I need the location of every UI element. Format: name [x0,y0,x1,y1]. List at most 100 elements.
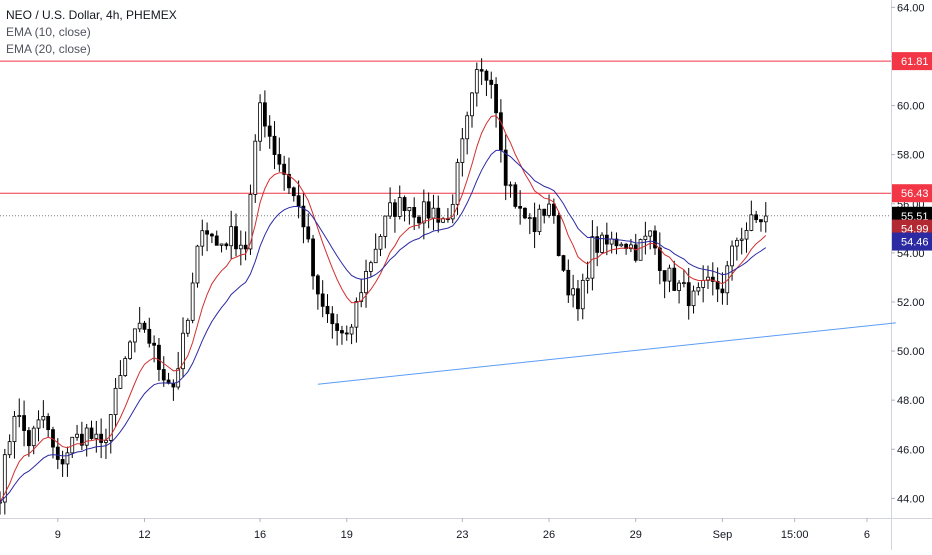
candle-body [648,230,653,237]
candle-body [412,207,417,218]
candle-body [12,415,17,443]
candle-body [7,441,12,456]
price-tag-label: 56.43 [901,188,929,200]
y-tick-label: 48.00 [897,395,925,407]
candle-body [157,344,161,370]
candle-body [407,207,412,212]
candle-body [629,244,633,250]
candle-body [561,255,566,271]
candle-body [532,217,537,233]
candle-body [142,322,147,330]
candle-body [614,238,619,247]
candle-body [315,275,320,295]
candle-body [65,452,70,465]
candle-body [542,208,547,216]
price-tag: 56.43 [892,184,932,203]
candle-body [104,440,108,443]
chart-legend: NEO / U.S. Dollar, 4h, PHEMEX EMA (10, c… [6,7,177,58]
y-tick-label: 54.00 [897,248,925,260]
candle-body [609,238,614,245]
y-tick-label: 52.00 [897,297,925,309]
y-tick-label: 58.00 [897,150,925,162]
candle-body [282,163,287,175]
candle-body [638,239,643,261]
candle-body [205,230,209,235]
candle-body [113,387,118,416]
candle-body [272,135,277,155]
candle-body [36,419,41,429]
price-tag-box [892,184,932,203]
candle-body [749,214,754,231]
y-tick-label: 60.00 [897,101,925,113]
candle-body [474,69,479,94]
y-tick-label: 44.00 [897,493,925,505]
candle-body [22,415,26,431]
candle-body [248,194,253,250]
candle-body [503,149,508,186]
candle-body [190,282,195,321]
candle-body [677,282,681,291]
candle-body [667,267,672,282]
candle-body [128,341,132,359]
candle-body [551,203,556,216]
candle-body [325,305,330,315]
candle-body [214,235,219,246]
candle-body [17,415,22,417]
candle-body [744,230,749,240]
candle-body [494,84,498,114]
candle-body [291,187,296,197]
candle-body [484,70,489,81]
candle-body [75,433,79,438]
candle-body [393,202,397,217]
candle-body [383,215,388,237]
candle-body [243,244,248,250]
legend-ema-10[interactable]: EMA (10, close) [6,25,91,39]
candle-body [99,433,104,443]
candle-body [94,433,99,439]
candle-body [710,276,715,282]
candle-body [31,427,36,447]
support-trendline [317,322,896,385]
candle-body [296,195,301,207]
candle-body [340,330,344,334]
candle-body [181,332,185,370]
candle-body [41,415,46,421]
legend-ema-20[interactable]: EMA (20, close) [6,42,91,56]
candle-body [682,282,686,285]
candle-body [397,197,402,217]
candle-body [359,292,364,302]
price-tag-label: 54.46 [901,237,929,249]
candle-body [219,243,224,246]
candle-body [763,215,768,223]
candle-body [60,459,65,465]
candle-body [662,270,667,282]
candle-body [0,501,2,504]
candle-body [585,277,590,281]
legend-symbol: NEO / U.S. Dollar, 4h, PHEMEX [6,8,177,22]
candle-body [633,244,638,261]
candle-body [118,375,123,389]
candle-body [417,216,421,224]
x-tick-label: 29 [630,529,642,541]
candle-body [210,233,214,237]
candle-body [508,184,513,187]
candle-body [46,415,51,431]
candle-body [335,323,340,331]
candle-body [234,226,238,250]
candle-body [171,382,176,388]
price-tag: 61.81 [892,52,932,71]
candle-body [176,368,181,388]
candle-body [513,184,518,207]
x-tick-label: 16 [254,529,266,541]
candle-body [706,276,710,281]
y-tick-label: 64.00 [897,2,925,14]
candle-body [378,236,383,250]
candle-body [301,205,306,228]
candle-body [436,207,441,223]
x-tick-label: 6 [864,529,870,541]
candle-body [498,112,503,151]
candle-body [224,243,229,247]
candle-body [523,207,527,219]
